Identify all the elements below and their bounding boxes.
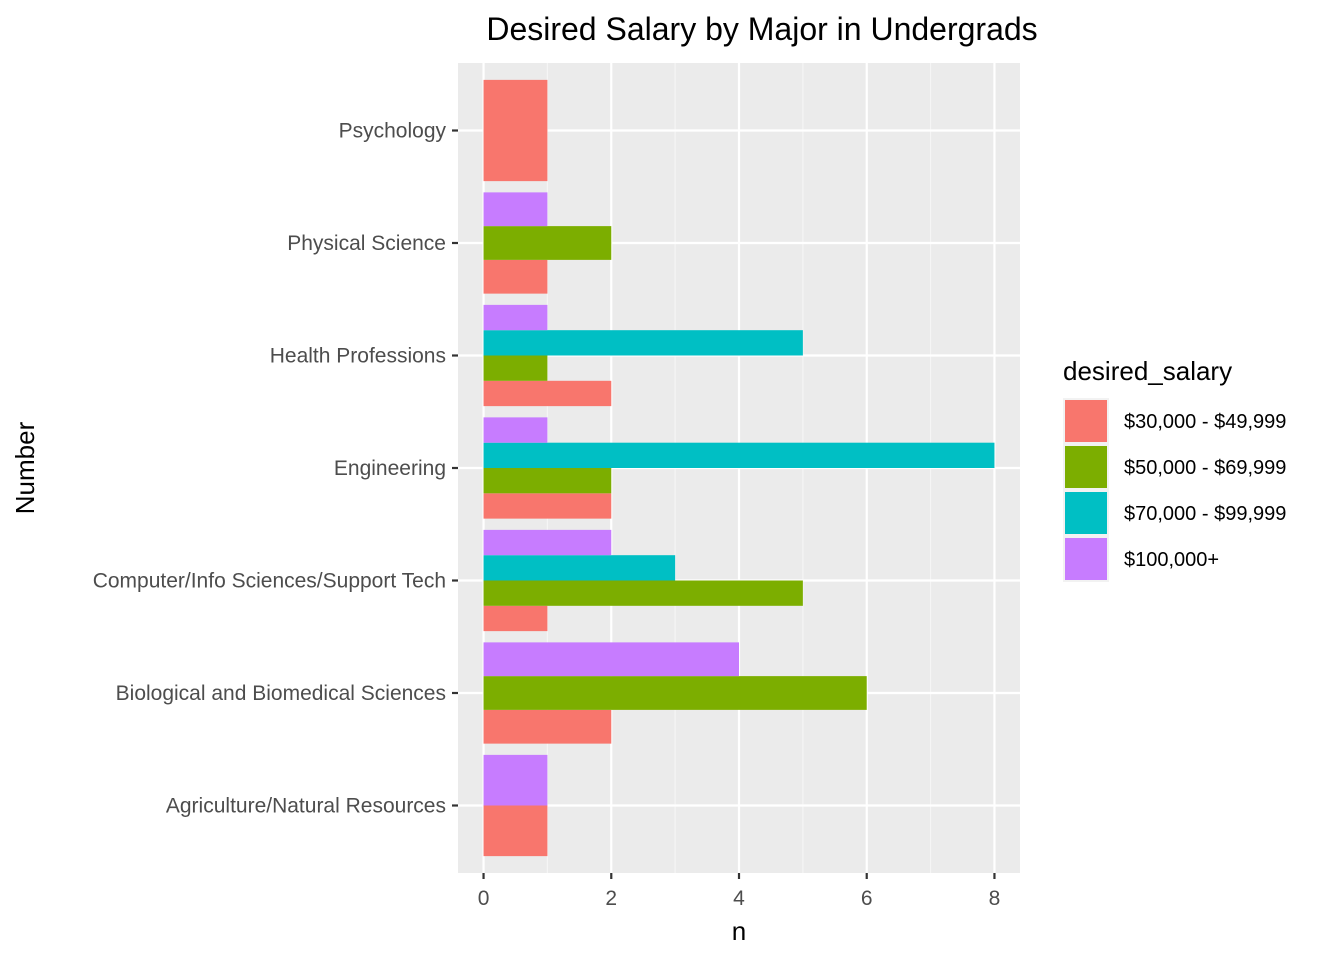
x-axis-title: n [732,916,746,946]
bar [483,676,867,710]
y-tick-label: Health Professions [270,345,446,368]
bar [483,442,995,468]
bar [483,330,803,356]
x-tick-label: 6 [861,887,873,910]
y-tick-label: Physical Science [287,232,446,255]
bar [483,417,548,443]
y-tick-label: Computer/Info Sciences/Support Tech [93,570,446,593]
bar [483,192,548,227]
bar [483,605,548,632]
bar [483,355,548,381]
legend-key [1065,492,1107,534]
legend: desired_salary $30,000 - $49,999 $50,000 … [1063,356,1286,582]
legend-label: $70,000 - $99,999 [1124,503,1286,525]
bar [483,709,612,744]
legend-label: $50,000 - $69,999 [1124,457,1286,479]
bar [483,754,548,806]
bar [483,468,612,494]
legend-key [1065,538,1107,580]
bar [483,226,612,260]
legend-key [1065,446,1107,488]
y-tick-label: Engineering [334,457,446,480]
x-tick-label: 0 [478,887,490,910]
bar [483,380,612,407]
legend-title: desired_salary [1063,356,1232,386]
y-tick-label: Agriculture/Natural Resources [166,795,446,818]
bars [483,79,995,857]
y-tick-label: Biological and Biomedical Sciences [116,682,446,705]
y-tick-label: Psychology [339,120,447,143]
x-axis: 0 2 4 6 8 [478,873,1001,910]
bar [483,555,676,581]
bar [483,304,548,331]
chart-title: Desired Salary by Major in Undergrads [486,11,1037,47]
x-tick-label: 2 [605,887,617,910]
legend-label: $30,000 - $49,999 [1124,411,1286,433]
y-axis: Agriculture/Natural Resources Biological … [93,120,458,818]
bar [483,580,803,606]
bar [483,805,548,857]
legend-label: $100,000+ [1124,549,1219,571]
bar [483,529,612,556]
x-tick-label: 8 [989,887,1001,910]
bar [483,259,548,294]
bar [483,79,548,182]
bar [483,642,739,677]
x-tick-label: 4 [733,887,745,910]
y-axis-title: Number [10,421,40,514]
legend-key [1065,400,1107,442]
bar [483,493,612,519]
